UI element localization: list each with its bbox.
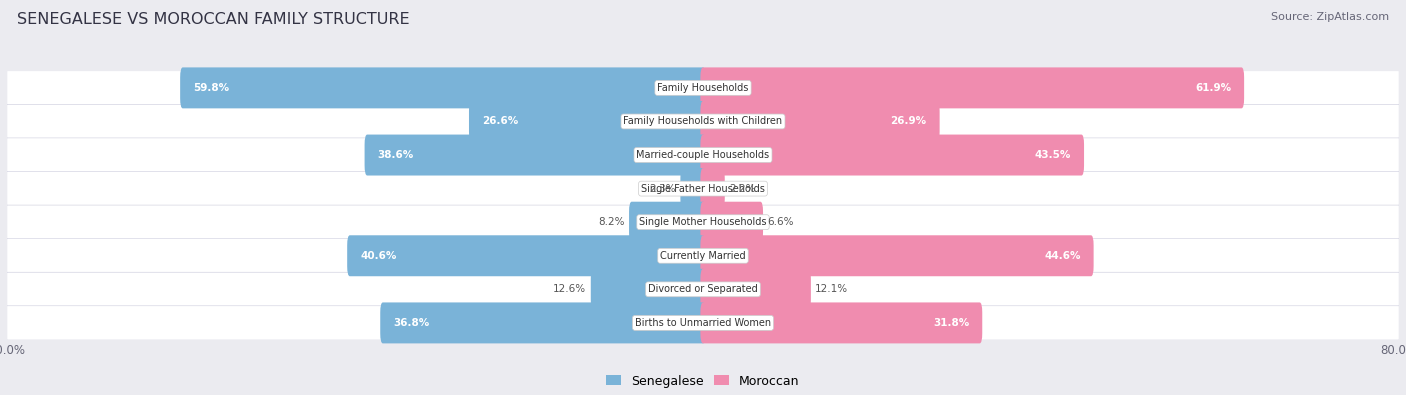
FancyBboxPatch shape	[700, 135, 1084, 175]
Text: 38.6%: 38.6%	[378, 150, 413, 160]
Text: SENEGALESE VS MOROCCAN FAMILY STRUCTURE: SENEGALESE VS MOROCCAN FAMILY STRUCTURE	[17, 12, 409, 27]
FancyBboxPatch shape	[7, 272, 1399, 307]
Text: Divorced or Separated: Divorced or Separated	[648, 284, 758, 294]
Text: 40.6%: 40.6%	[360, 251, 396, 261]
FancyBboxPatch shape	[591, 269, 706, 310]
FancyBboxPatch shape	[380, 303, 706, 343]
Text: 6.6%: 6.6%	[768, 217, 794, 227]
Text: 44.6%: 44.6%	[1045, 251, 1081, 261]
FancyBboxPatch shape	[470, 101, 706, 142]
Text: 12.6%: 12.6%	[554, 284, 586, 294]
FancyBboxPatch shape	[700, 68, 1244, 108]
Text: Single Father Households: Single Father Households	[641, 184, 765, 194]
FancyBboxPatch shape	[7, 239, 1399, 273]
FancyBboxPatch shape	[628, 202, 706, 243]
Text: 59.8%: 59.8%	[193, 83, 229, 93]
FancyBboxPatch shape	[7, 171, 1399, 206]
Text: 36.8%: 36.8%	[394, 318, 430, 328]
FancyBboxPatch shape	[700, 168, 724, 209]
FancyBboxPatch shape	[7, 205, 1399, 239]
FancyBboxPatch shape	[7, 306, 1399, 340]
FancyBboxPatch shape	[7, 104, 1399, 139]
Text: 8.2%: 8.2%	[598, 217, 624, 227]
FancyBboxPatch shape	[7, 138, 1399, 172]
Text: Married-couple Households: Married-couple Households	[637, 150, 769, 160]
Text: Single Mother Households: Single Mother Households	[640, 217, 766, 227]
Text: 12.1%: 12.1%	[815, 284, 848, 294]
FancyBboxPatch shape	[347, 235, 706, 276]
Text: 43.5%: 43.5%	[1035, 150, 1071, 160]
FancyBboxPatch shape	[681, 168, 706, 209]
Text: Source: ZipAtlas.com: Source: ZipAtlas.com	[1271, 12, 1389, 22]
Text: Family Households with Children: Family Households with Children	[623, 117, 783, 126]
Text: Family Households: Family Households	[658, 83, 748, 93]
Text: 26.6%: 26.6%	[482, 117, 519, 126]
FancyBboxPatch shape	[7, 71, 1399, 105]
Legend: Senegalese, Moroccan: Senegalese, Moroccan	[602, 370, 804, 393]
FancyBboxPatch shape	[700, 101, 939, 142]
FancyBboxPatch shape	[700, 269, 811, 310]
Text: 2.3%: 2.3%	[650, 184, 676, 194]
Text: 2.2%: 2.2%	[730, 184, 755, 194]
Text: 31.8%: 31.8%	[934, 318, 969, 328]
FancyBboxPatch shape	[364, 135, 706, 175]
FancyBboxPatch shape	[700, 235, 1094, 276]
Text: 61.9%: 61.9%	[1195, 83, 1232, 93]
Text: Currently Married: Currently Married	[661, 251, 745, 261]
Text: Births to Unmarried Women: Births to Unmarried Women	[636, 318, 770, 328]
Text: 26.9%: 26.9%	[890, 117, 927, 126]
FancyBboxPatch shape	[180, 68, 706, 108]
FancyBboxPatch shape	[700, 202, 763, 243]
FancyBboxPatch shape	[700, 303, 983, 343]
